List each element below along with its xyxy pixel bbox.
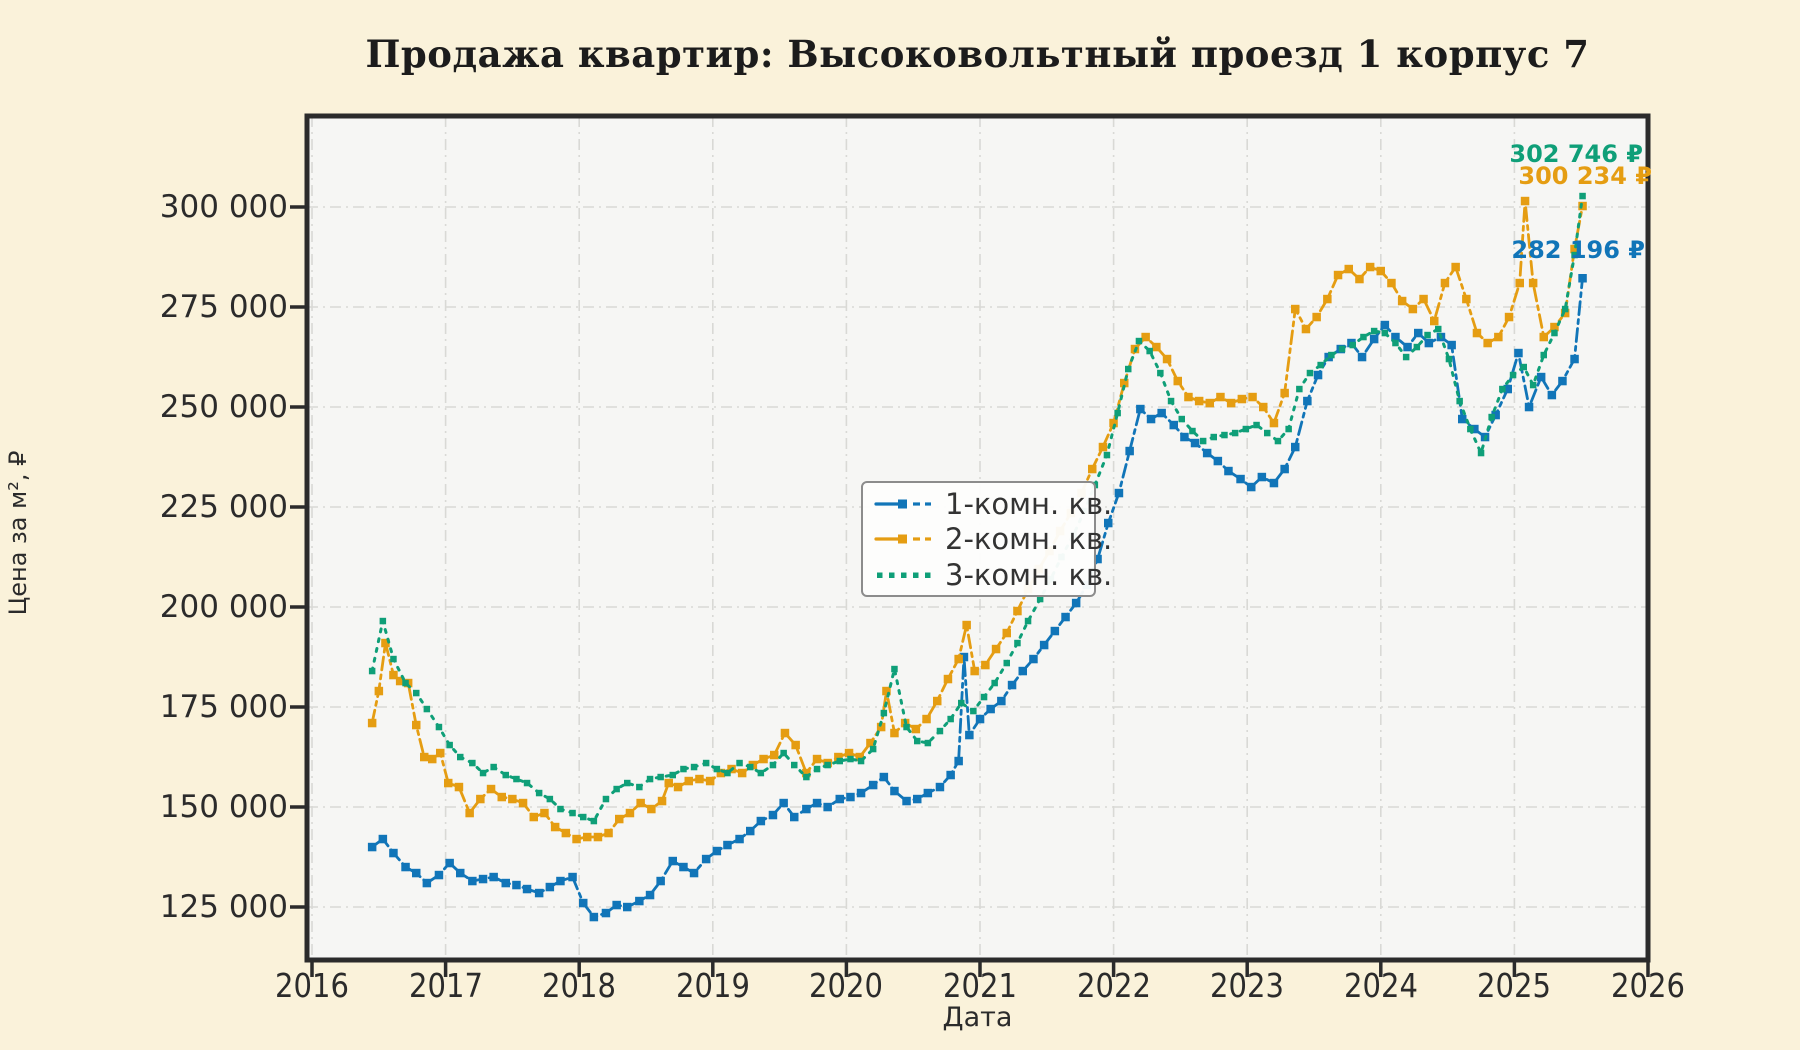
- chart-title: Продажа квартир: Высоковольтный проезд 1…: [365, 32, 1590, 76]
- x-tick-label: 2019: [675, 966, 750, 1005]
- y-tick-label: 125 000: [159, 889, 288, 925]
- legend-line-sample-1-room-icon: [874, 499, 931, 508]
- final-price-label-2-room: 300 234 ₽: [1518, 162, 1652, 190]
- legend: 1-комн. кв. 2-комн. кв. 3-комн. кв.: [861, 481, 1112, 597]
- final-price-label-3-room: 302 746 ₽: [1509, 140, 1643, 168]
- legend-line-sample-3-room-icon: [877, 572, 931, 578]
- x-tick-label: 2022: [1076, 966, 1151, 1005]
- legend-label: 1-комн. кв.: [945, 486, 1113, 521]
- x-tick-label: 2016: [275, 966, 349, 1005]
- x-tick-label: 2025: [1477, 966, 1552, 1005]
- legend-item-2-room: 2-комн. кв.: [863, 522, 1112, 556]
- y-axis-label: Цена за м², ₽: [4, 450, 32, 616]
- legend-line-sample-2-room-icon: [874, 534, 931, 544]
- y-tick-label: 150 000: [159, 789, 288, 825]
- final-price-label-1-room: 282 196 ₽: [1511, 236, 1645, 264]
- x-tick-label: 2018: [542, 966, 617, 1005]
- x-tick-label: 2021: [943, 966, 1017, 1005]
- legend-label: 2-комн. кв.: [945, 522, 1113, 556]
- legend-item-1-room: 1-комн. кв.: [863, 487, 1112, 521]
- x-tick-label: 2020: [809, 966, 884, 1005]
- y-tick-label: 250 000: [159, 389, 288, 425]
- x-tick-label: 2017: [408, 966, 483, 1005]
- legend-item-3-room: 3-комн. кв.: [863, 558, 1112, 592]
- y-tick-label: 200 000: [159, 589, 288, 625]
- x-axis-label: Дата: [942, 1002, 1013, 1033]
- y-tick-label: 225 000: [159, 489, 288, 525]
- x-tick-label: 2024: [1343, 966, 1418, 1005]
- y-tick-label: 275 000: [159, 289, 288, 325]
- x-tick-label: 2026: [1611, 966, 1685, 1005]
- y-tick-label: 300 000: [159, 189, 288, 225]
- legend-label: 3-комн. кв.: [945, 557, 1113, 592]
- y-tick-label: 175 000: [159, 689, 288, 725]
- x-tick-label: 2023: [1210, 966, 1285, 1005]
